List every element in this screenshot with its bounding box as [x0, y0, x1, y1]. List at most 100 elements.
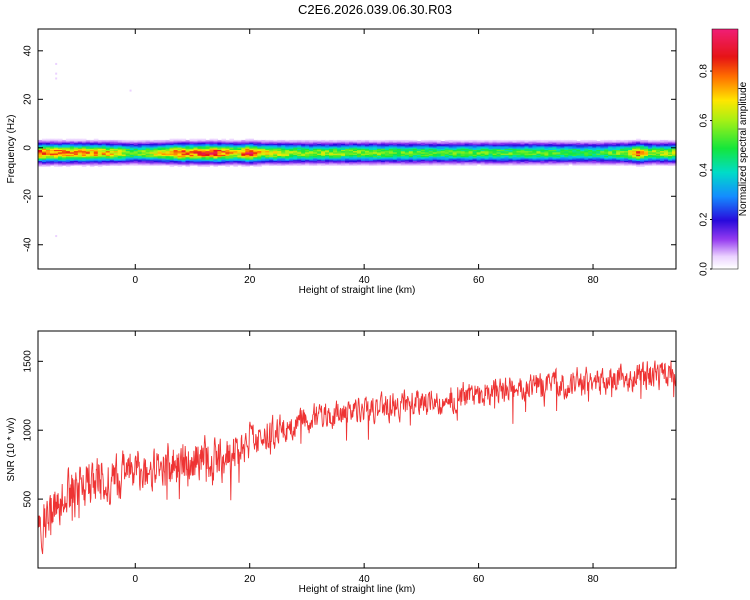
heatmap-cell: [297, 161, 302, 164]
heatmap-cell: [628, 156, 633, 159]
heatmap-cell: [157, 156, 163, 159]
heatmap-cell: [576, 155, 581, 158]
heatmap-cell: [648, 161, 653, 164]
heatmap-cell: [424, 154, 430, 157]
heatmap-cell: [237, 148, 242, 151]
heatmap-cell: [49, 138, 55, 141]
heatmap-cell: [157, 158, 163, 160]
heatmap-cell: [185, 144, 191, 147]
heatmap-cell: [133, 156, 139, 159]
colorbar-swatch: [712, 123, 738, 126]
heatmap-cell: [616, 154, 621, 157]
heatmap-cell: [360, 156, 366, 159]
heatmap-cell: [329, 141, 334, 143]
heatmap-cell: [161, 152, 167, 154]
heatmap-cell: [436, 164, 442, 166]
heatmap-cell: [201, 141, 207, 143]
heatmap-cell: [93, 141, 99, 143]
heatmap-cell: [217, 156, 223, 159]
heatmap-cell: [440, 155, 446, 158]
heatmap-cell: [476, 148, 482, 151]
heatmap-cell: [233, 154, 238, 157]
heatmap-cell: [153, 155, 159, 158]
heatmap-cell: [241, 150, 246, 153]
heatmap-cell: [660, 147, 665, 149]
heatmap-cell: [640, 141, 645, 143]
heatmap-cell: [552, 143, 557, 146]
heatmap-cell: [484, 145, 490, 148]
heatmap-cell: [41, 159, 47, 161]
heatmap-cell: [512, 154, 518, 157]
heatmap-cell: [360, 158, 366, 160]
heatmap-cell: [85, 143, 91, 146]
heatmap-cell: [97, 150, 103, 153]
heatmap-cell: [105, 158, 111, 160]
heatmap-cell: [121, 153, 127, 155]
heatmap-cell: [640, 147, 645, 149]
heatmap-cell: [245, 148, 250, 151]
heatmap-cell: [592, 149, 597, 152]
heatmap-cell: [41, 152, 47, 154]
heatmap-cell: [85, 155, 91, 158]
heatmap-cell: [317, 159, 322, 161]
heatmap-cell: [269, 164, 274, 166]
snr-xtick-label: 60: [473, 574, 485, 585]
heatmap-cell: [161, 156, 167, 159]
heatmap-cell: [45, 141, 51, 143]
heatmap-xlabel: Height of straight line (km): [299, 285, 416, 296]
heatmap-cell: [672, 156, 677, 159]
heatmap-cell: [305, 152, 310, 154]
heatmap-cell: [45, 165, 51, 167]
heatmap-cell: [221, 139, 227, 142]
heatmap-cell: [536, 158, 542, 160]
heatmap-cell: [257, 149, 262, 152]
heatmap-cell: [261, 148, 266, 151]
heatmap-cell: [656, 145, 661, 148]
heatmap-cell: [353, 150, 358, 153]
heatmap-cell: [337, 161, 342, 164]
heatmap-cell: [317, 148, 322, 151]
heatmap-cell: [153, 162, 159, 165]
heatmap-cell: [596, 149, 601, 152]
heatmap-cell: [201, 159, 207, 161]
heatmap-cell: [488, 159, 494, 161]
heatmap-cell: [69, 144, 75, 147]
heatmap-cell: [105, 152, 111, 154]
heatmap-cell: [592, 160, 597, 163]
heatmap-cell: [536, 156, 542, 159]
heatmap-cell: [368, 155, 374, 158]
heatmap-cell: [93, 164, 99, 166]
heatmap-cell: [500, 145, 506, 148]
heatmap-cell: [197, 141, 203, 143]
heatmap-cell: [424, 150, 430, 153]
heatmap-cell: [368, 145, 374, 148]
heatmap-cell: [265, 159, 270, 161]
heatmap-cell: [628, 150, 633, 153]
colorbar-swatch: [712, 219, 738, 222]
heatmap-cell: [189, 139, 195, 142]
heatmap-cell: [580, 158, 585, 160]
heatmap-cell: [540, 142, 546, 144]
heatmap-cell: [552, 144, 557, 147]
heatmap-cell: [664, 159, 669, 161]
heatmap-cell: [384, 148, 390, 151]
heatmap-cell: [109, 152, 115, 154]
heatmap-cell: [185, 150, 191, 153]
heatmap-cell: [660, 150, 665, 153]
heatmap-cell: [349, 158, 354, 160]
heatmap-cell: [273, 159, 278, 161]
heatmap-cell: [293, 153, 298, 155]
heatmap-cell: [396, 154, 402, 157]
heatmap-cell: [345, 147, 350, 149]
heatmap-cell: [73, 161, 79, 164]
heatmap-cell: [329, 155, 334, 158]
heatmap-cell: [588, 164, 593, 166]
heatmap-cell: [544, 149, 549, 152]
heatmap-cell: [552, 162, 557, 165]
heatmap-cell: [584, 160, 589, 163]
heatmap-cell: [57, 162, 63, 165]
heatmap-cell: [640, 139, 645, 142]
heatmap-cell: [476, 143, 482, 146]
heatmap-cell: [305, 147, 310, 149]
heatmap-cell: [81, 164, 87, 166]
